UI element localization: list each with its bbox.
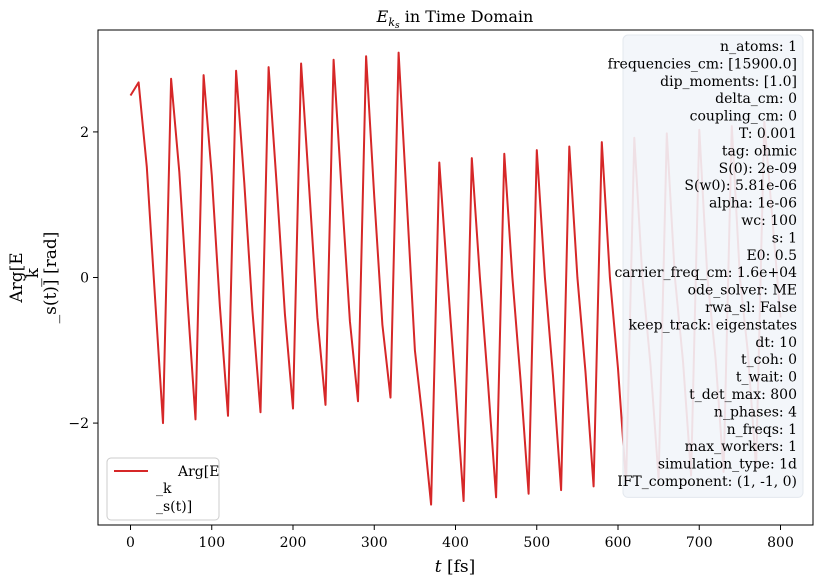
info-line: carrier_freq_cm: 1.6e+04: [614, 265, 797, 281]
chart-title: Eks in Time Domain: [376, 7, 534, 31]
x-tick-label: 300: [361, 535, 388, 551]
info-line: E0: 0.5: [746, 248, 797, 264]
x-tick-label: 400: [442, 535, 469, 551]
legend-label: _k: [156, 481, 172, 497]
info-line: frequencies_cm: [15900.0]: [608, 56, 797, 72]
y-tick-label: 2: [80, 125, 89, 141]
info-line: n_phases: 4: [714, 404, 797, 420]
x-tick-label: 600: [605, 535, 632, 551]
info-line: ode_solver: ME: [688, 283, 797, 299]
info-line: dip_moments: [1.0]: [660, 74, 797, 90]
y-tick-label: −2: [68, 416, 89, 432]
info-line: IFT_component: (1, -1, 0): [617, 474, 797, 490]
y-axis-label: Arg[E_k_s(t)] [rad]: [7, 232, 61, 324]
info-line: S(0): 2e-09: [719, 161, 797, 177]
y-axis: −2 0 2: [68, 125, 98, 432]
legend-box: [106, 457, 220, 521]
y-axis-label-line: _s(t)] [rad]: [41, 232, 61, 324]
info-line: n_freqs: 1: [727, 422, 797, 438]
legend-label: Arg[E: [177, 464, 219, 480]
y-axis-label-line: _k: [23, 267, 43, 287]
info-line: keep_track: eigenstates: [629, 317, 797, 333]
info-line: tag: ohmic: [722, 143, 797, 159]
x-tick-label: 500: [523, 535, 550, 551]
info-line: S(w0): 5.81e-06: [684, 178, 797, 194]
x-tick-label: 100: [198, 535, 225, 551]
info-line: wc: 100: [741, 213, 797, 229]
x-tick-label: 800: [767, 535, 794, 551]
legend: Arg[E _k _s(t)]: [106, 457, 220, 521]
info-line: delta_cm: 0: [715, 91, 797, 107]
info-line: n_atoms: 1: [720, 39, 797, 55]
info-line: coupling_cm: 0: [690, 109, 797, 125]
x-tick-label: 0: [126, 535, 135, 551]
y-tick-label: 0: [80, 271, 89, 287]
info-line: alpha: 1e-06: [709, 196, 797, 212]
info-box-background: [622, 34, 804, 498]
info-line: simulation_type: 1d: [658, 457, 797, 473]
info-line: t_wait: 0: [736, 370, 797, 386]
x-axis: 0 100 200 300 400 500 600 700 800: [126, 525, 794, 551]
x-tick-label: 700: [686, 535, 713, 551]
x-tick-label: 200: [280, 535, 307, 551]
info-line: dt: 10: [755, 335, 797, 351]
x-axis-label: t [fs]: [435, 557, 476, 577]
legend-label: _s(t)]: [156, 499, 192, 515]
info-line: max_workers: 1: [685, 439, 797, 455]
info-line: s: 1: [772, 230, 797, 246]
info-line: t_coh: 0: [741, 352, 797, 368]
info-line: rwa_sl: False: [705, 300, 797, 316]
info-line: t_det_max: 800: [689, 387, 797, 403]
y-axis-label-line: Arg[E: [7, 252, 27, 303]
info-line: T: 0.001: [739, 126, 797, 142]
